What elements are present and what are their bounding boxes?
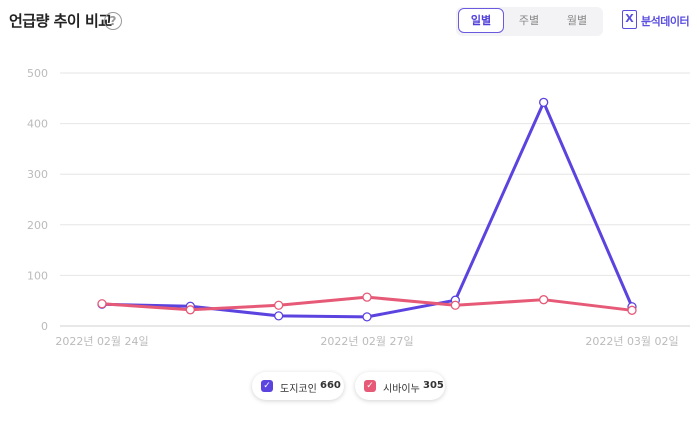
y-tick-label: 300: [27, 168, 48, 181]
export-label: 분석데이터: [641, 15, 690, 28]
period-toggle: 일별 주별 월별: [456, 7, 603, 36]
tab-weekly[interactable]: 주별: [518, 14, 540, 27]
y-tick-label: 200: [27, 219, 48, 232]
data-point: [539, 295, 549, 305]
series-line: [100, 100, 634, 319]
data-point: [539, 97, 549, 107]
data-point: [362, 312, 372, 322]
tab-monthly[interactable]: 월별: [566, 14, 588, 27]
data-point: [274, 311, 284, 321]
data-point: [274, 300, 284, 310]
excel-icon: X: [622, 10, 637, 29]
x-tick-label: 2022년 02월 27일: [320, 334, 413, 348]
y-tick-label: 100: [27, 269, 48, 282]
data-point: [450, 300, 460, 310]
x-tick-label: 2022년 03월 02일: [585, 334, 678, 348]
legend-total: 660: [320, 380, 341, 391]
data-point: [185, 305, 195, 315]
legend-item-shibainu[interactable]: ✓ 시바이누 305: [355, 372, 445, 400]
x-tick-label: 2022년 02월 24일: [55, 334, 148, 348]
data-point: [362, 292, 372, 302]
page-title: 언급량 추이 비교: [9, 12, 112, 30]
legend-label: 도지코인: [280, 384, 317, 395]
y-tick-label: 500: [27, 67, 48, 80]
checkbox-icon: ✓: [261, 380, 273, 392]
legend-item-dogecoin[interactable]: ✓ 도지코인 660: [252, 372, 344, 400]
help-icon[interactable]: ?: [104, 12, 122, 30]
data-point: [627, 305, 637, 315]
y-tick-label: 400: [27, 118, 48, 131]
y-tick-label: 0: [41, 320, 48, 333]
data-point: [97, 299, 107, 309]
tab-daily[interactable]: 일별: [458, 8, 504, 33]
legend-label: 시바이누: [383, 384, 420, 395]
legend-total: 305: [423, 380, 444, 391]
checkbox-icon: ✓: [364, 380, 376, 392]
